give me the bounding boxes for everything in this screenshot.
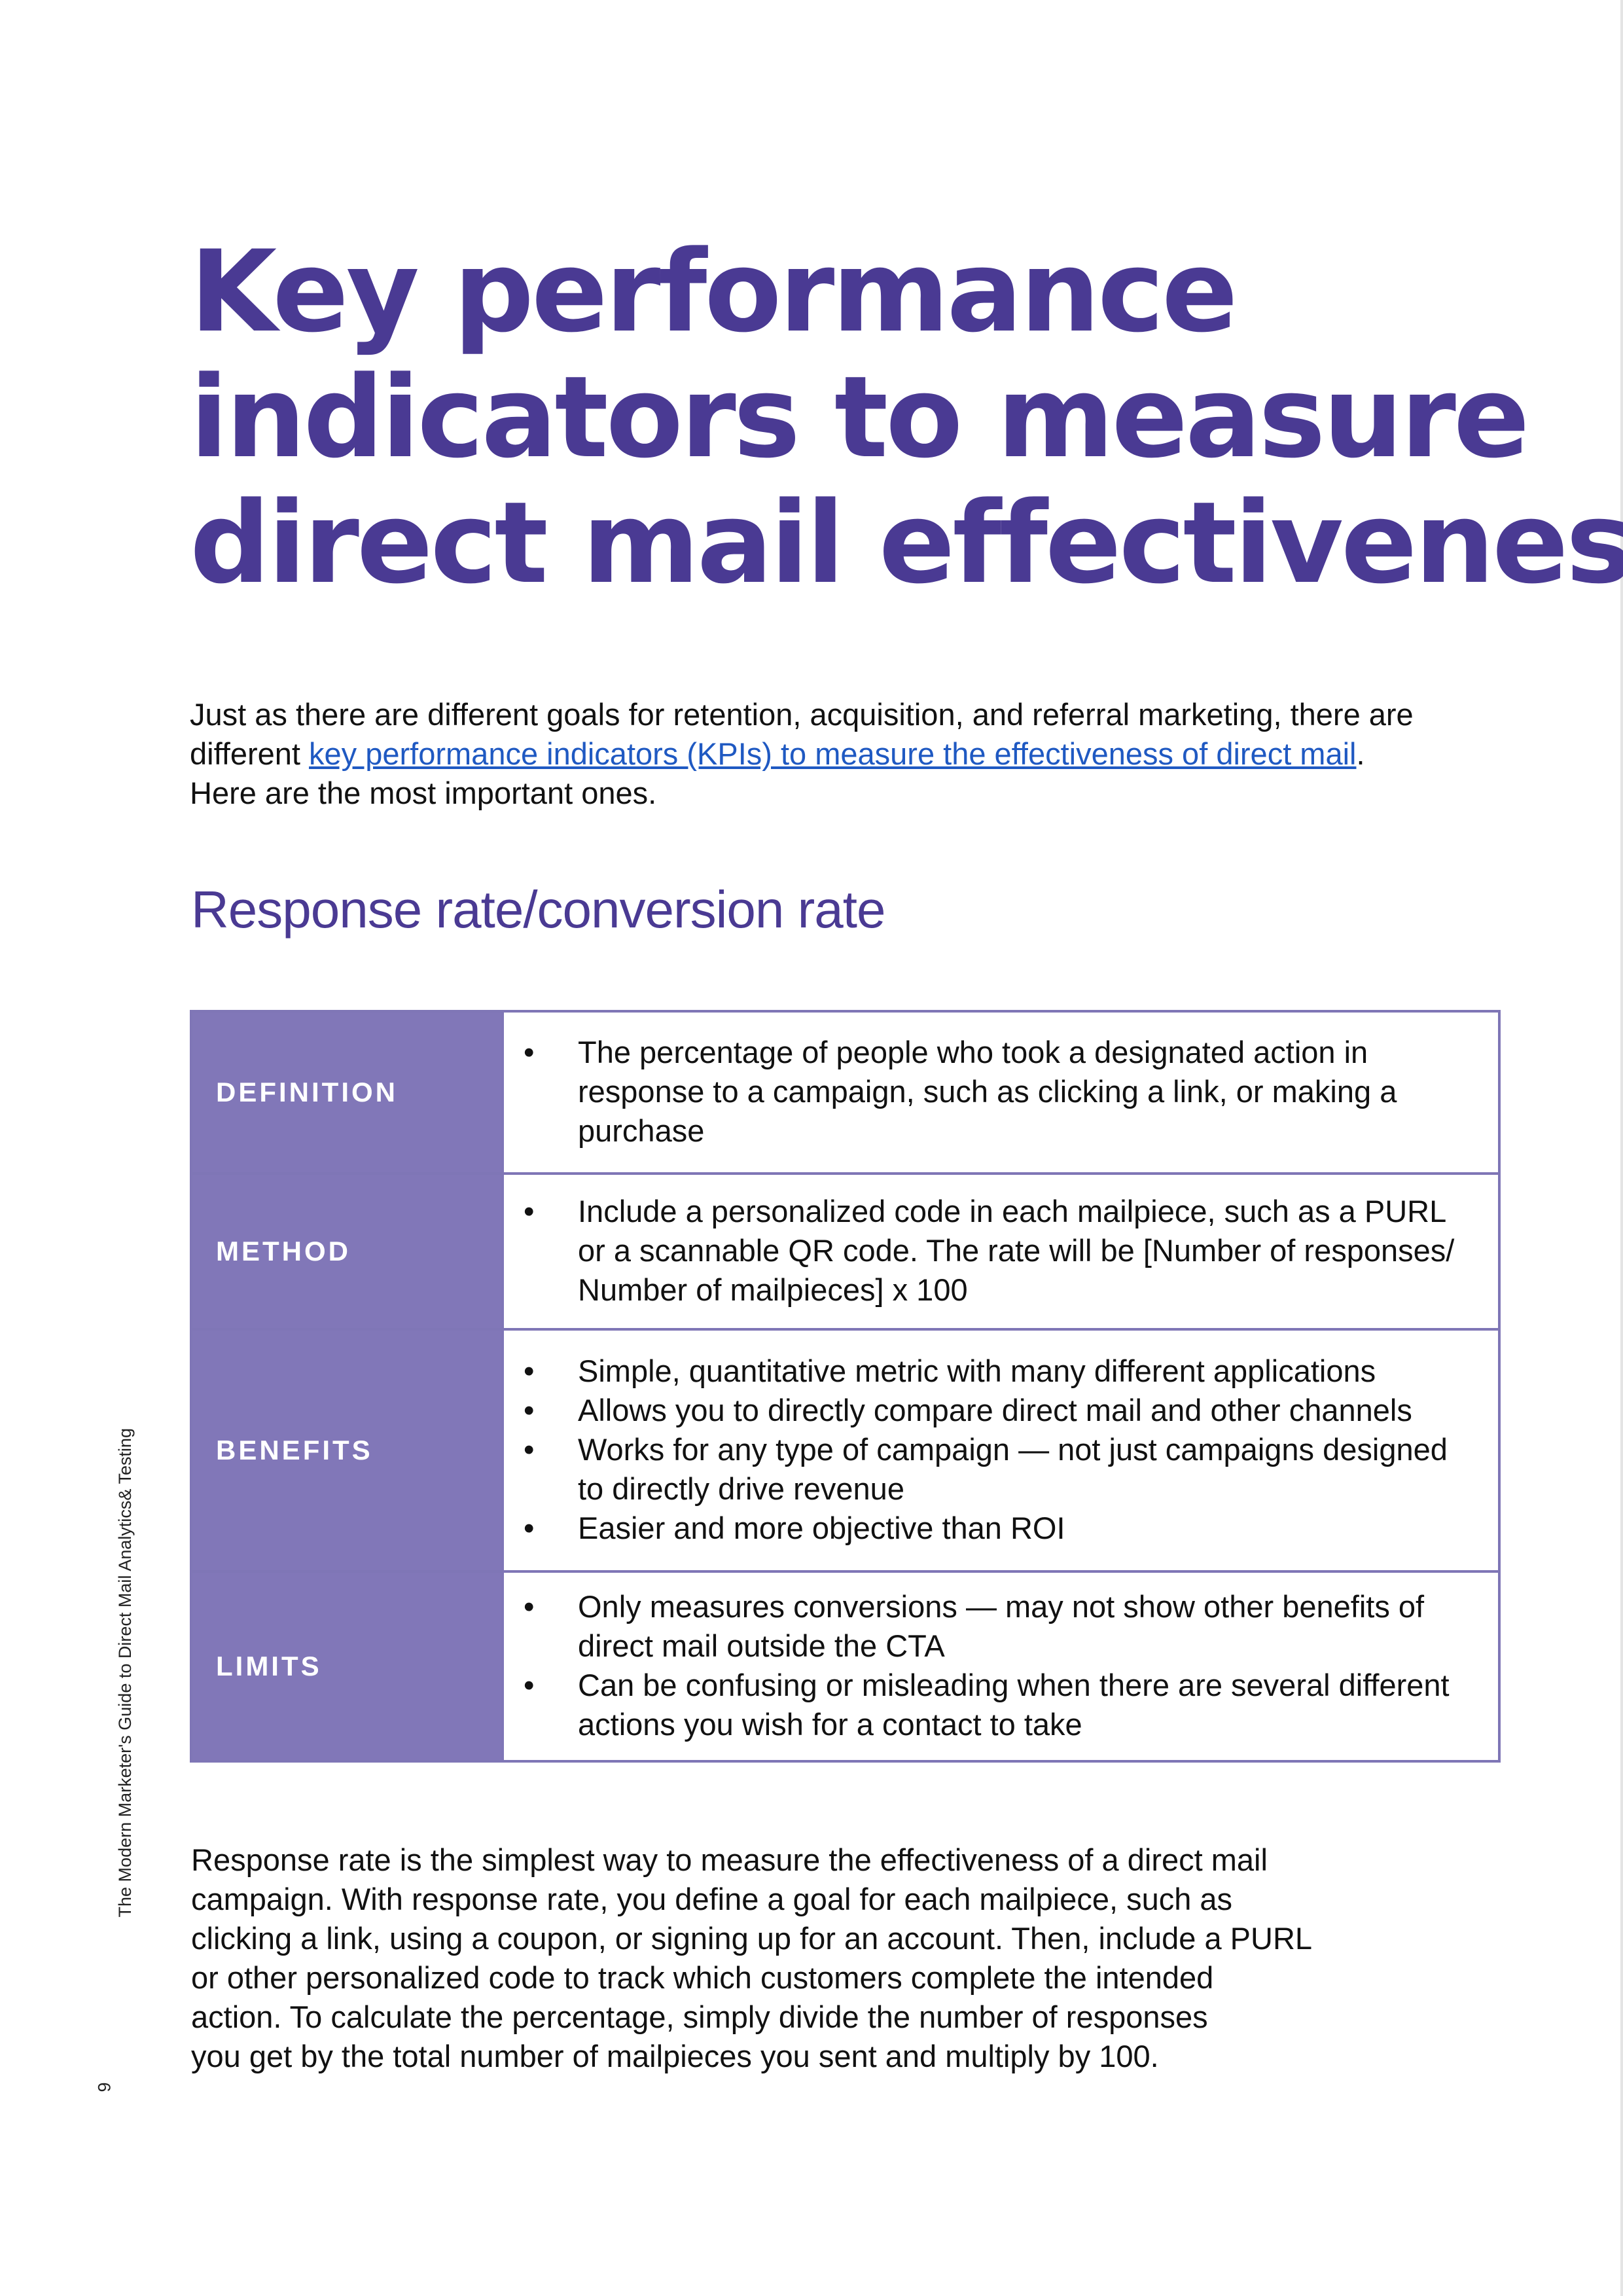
list-item: Can be confusing or misleading when ther… xyxy=(504,1666,1472,1744)
bullet-list: The percentage of people who took a desi… xyxy=(504,1033,1472,1151)
list-item: Easier and more objective than ROI xyxy=(504,1509,1472,1548)
table-row-benefits: BENEFITS Simple, quantitative metric wit… xyxy=(190,1328,1501,1573)
row-content-method: Include a personalized code in each mail… xyxy=(501,1172,1501,1331)
page-title: Key performance indicators to measure di… xyxy=(190,226,1623,609)
document-running-title: The Modern Marketer's Guide to Direct Ma… xyxy=(115,1428,135,1918)
list-item: Only measures conversions — may not show… xyxy=(504,1587,1472,1666)
row-label-benefits: BENEFITS xyxy=(190,1328,504,1573)
list-item: Simple, quantitative metric with many di… xyxy=(504,1352,1472,1391)
kpi-article-link[interactable]: key performance indicators (KPIs) to mea… xyxy=(309,736,1357,771)
bullet-list: Only measures conversions — may not show… xyxy=(504,1587,1472,1744)
list-item: Include a personalized code in each mail… xyxy=(504,1192,1472,1310)
row-label-method: METHOD xyxy=(190,1172,504,1331)
row-content-definition: The percentage of people who took a desi… xyxy=(501,1010,1501,1175)
row-content-limits: Only measures conversions — may not show… xyxy=(501,1570,1501,1763)
page-title-line-2: indicators to measure xyxy=(190,351,1530,483)
list-item: The percentage of people who took a desi… xyxy=(504,1033,1472,1151)
page-edge-divider xyxy=(1620,0,1623,2296)
page-title-line-1: Key performance xyxy=(190,226,1238,357)
table-row-definition: DEFINITION The percentage of people who … xyxy=(190,1010,1501,1175)
page-number: 9 xyxy=(94,2082,115,2092)
intro-text-before-link: Just as there are different goals for re… xyxy=(190,697,1414,771)
table-row-limits: LIMITS Only measures conversions — may n… xyxy=(190,1570,1501,1763)
intro-text-after-link: . Here are the most important ones. xyxy=(190,736,1365,810)
table-row-method: METHOD Include a personalized code in ea… xyxy=(190,1172,1501,1331)
list-item: Works for any type of campaign — not jus… xyxy=(504,1430,1472,1509)
closing-paragraph: Response rate is the simplest way to mea… xyxy=(191,1840,1435,2076)
row-label-limits: LIMITS xyxy=(190,1570,504,1763)
kpi-table: DEFINITION The percentage of people who … xyxy=(190,1010,1501,1763)
intro-paragraph: Just as there are different goals for re… xyxy=(190,695,1433,813)
page-title-line-3: direct mail effectiveness xyxy=(190,477,1623,609)
row-label-definition: DEFINITION xyxy=(190,1010,504,1175)
list-item: Allows you to directly compare direct ma… xyxy=(504,1391,1472,1430)
closing-paragraph-line: or other personalized code to track whic… xyxy=(191,1960,1214,1995)
closing-paragraph-line: clicking a link, using a coupon, or sign… xyxy=(191,1921,1313,1956)
closing-paragraph-line: you get by the total number of mailpiece… xyxy=(191,2039,1159,2073)
closing-paragraph-line: campaign. With response rate, you define… xyxy=(191,1882,1233,1916)
row-content-benefits: Simple, quantitative metric with many di… xyxy=(501,1328,1501,1573)
closing-paragraph-line: action. To calculate the percentage, sim… xyxy=(191,2000,1208,2034)
section-heading: Response rate/conversion rate xyxy=(191,880,885,939)
bullet-list: Simple, quantitative metric with many di… xyxy=(504,1352,1472,1548)
closing-paragraph-line: Response rate is the simplest way to mea… xyxy=(191,1842,1268,1877)
bullet-list: Include a personalized code in each mail… xyxy=(504,1192,1472,1310)
